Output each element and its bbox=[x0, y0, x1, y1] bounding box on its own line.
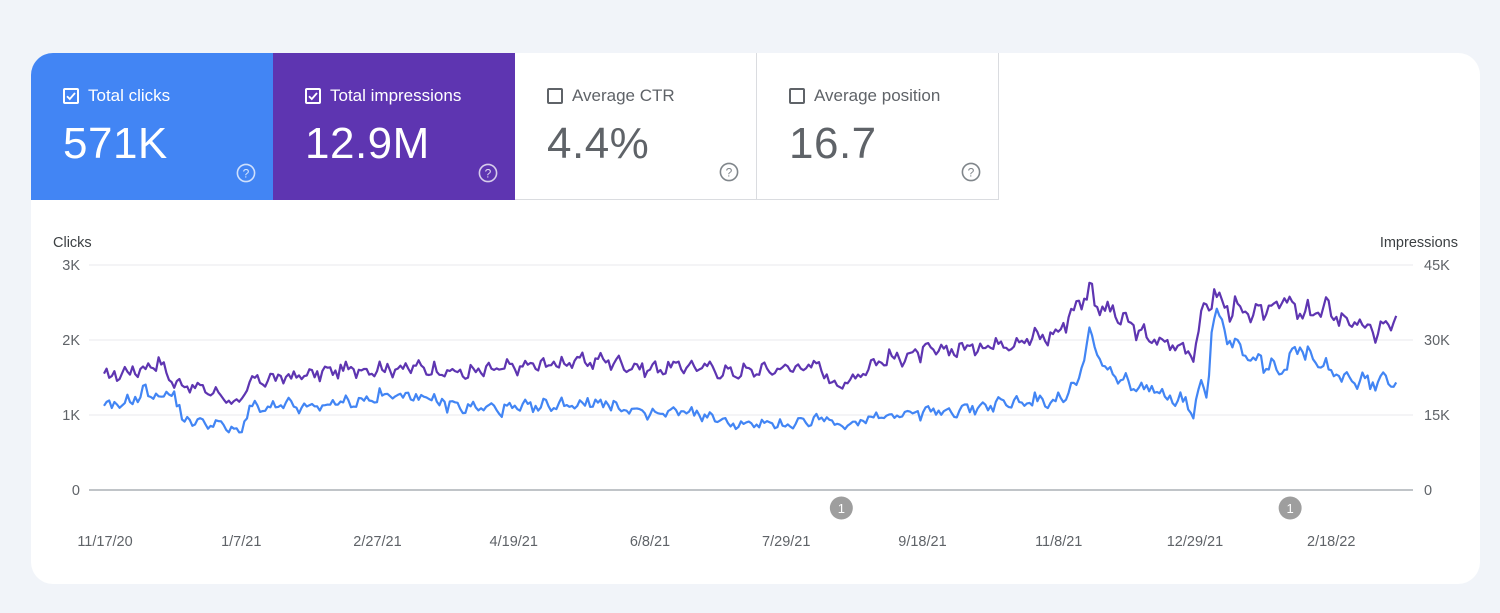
metric-tiles: Total clicks 571K ? Total impressions 12… bbox=[31, 53, 999, 200]
left-tick-label: 3K bbox=[62, 258, 80, 274]
right-tick-label: 30K bbox=[1424, 333, 1450, 349]
total-impressions-label: Total impressions bbox=[330, 86, 462, 105]
total-impressions-tile[interactable]: Total impressions 12.9M ? bbox=[273, 53, 515, 200]
x-tick-label: 4/19/21 bbox=[490, 534, 538, 550]
help-icon[interactable]: ? bbox=[961, 162, 981, 182]
average-ctr-tile[interactable]: Average CTR 4.4% ? bbox=[515, 53, 757, 200]
right-tick-label: 45K bbox=[1424, 258, 1450, 274]
help-icon[interactable]: ? bbox=[236, 163, 256, 183]
checkbox-unchecked-icon[interactable] bbox=[547, 88, 563, 104]
checkbox-checked-icon[interactable] bbox=[63, 88, 79, 104]
performance-card: Total clicks 571K ? Total impressions 12… bbox=[31, 53, 1480, 584]
impressions-line bbox=[103, 281, 1398, 405]
annotation-label: 1 bbox=[838, 501, 845, 516]
right-axis-label: Impressions bbox=[1380, 235, 1458, 251]
average-ctr-value: 4.4% bbox=[547, 119, 650, 168]
average-position-label: Average position bbox=[814, 86, 941, 105]
annotation-label: 1 bbox=[1287, 501, 1294, 516]
x-tick-label: 7/29/21 bbox=[762, 534, 810, 550]
left-tick-label: 2K bbox=[62, 333, 80, 349]
checkbox-unchecked-icon[interactable] bbox=[789, 88, 805, 104]
total-clicks-value: 571K bbox=[63, 119, 168, 168]
total-impressions-value: 12.9M bbox=[305, 119, 430, 168]
svg-text:?: ? bbox=[485, 167, 492, 181]
svg-text:?: ? bbox=[726, 166, 733, 180]
left-axis-label: Clicks bbox=[53, 235, 92, 251]
total-clicks-label: Total clicks bbox=[88, 86, 171, 105]
x-tick-label: 9/18/21 bbox=[898, 534, 946, 550]
x-tick-label: 6/8/21 bbox=[630, 534, 670, 550]
annotation-marker bbox=[1278, 496, 1302, 520]
x-tick-label: 1/7/21 bbox=[221, 534, 261, 550]
right-tick-label: 0 bbox=[1424, 483, 1432, 499]
average-position-header: Average position bbox=[789, 86, 940, 106]
average-position-value: 16.7 bbox=[789, 119, 877, 168]
help-icon[interactable]: ? bbox=[719, 162, 739, 182]
clicks-line bbox=[103, 307, 1398, 434]
left-tick-label: 1K bbox=[62, 408, 80, 424]
x-tick-label: 11/17/20 bbox=[77, 534, 132, 550]
checkbox-checked-icon[interactable] bbox=[305, 88, 321, 104]
left-tick-label: 0 bbox=[72, 483, 80, 499]
average-ctr-header: Average CTR bbox=[547, 86, 675, 106]
total-impressions-header: Total impressions bbox=[305, 86, 461, 106]
average-position-tile[interactable]: Average position 16.7 ? bbox=[757, 53, 999, 200]
performance-chart[interactable]: Clicks Impressions 0 0 1K 15K 2K 30K 3K 45K 11/17/… bbox=[31, 53, 1480, 584]
svg-text:?: ? bbox=[968, 166, 975, 180]
x-tick-label: 2/18/22 bbox=[1307, 534, 1355, 550]
help-icon[interactable]: ? bbox=[478, 163, 498, 183]
average-ctr-label: Average CTR bbox=[572, 86, 675, 105]
right-tick-label: 15K bbox=[1424, 408, 1450, 424]
x-tick-label: 12/29/21 bbox=[1167, 534, 1223, 550]
x-tick-label: 2/27/21 bbox=[353, 534, 401, 550]
total-clicks-tile[interactable]: Total clicks 571K ? bbox=[31, 53, 273, 200]
annotation-marker bbox=[829, 496, 853, 520]
total-clicks-header: Total clicks bbox=[63, 86, 170, 106]
svg-text:?: ? bbox=[243, 167, 250, 181]
x-tick-label: 11/8/21 bbox=[1035, 534, 1082, 550]
